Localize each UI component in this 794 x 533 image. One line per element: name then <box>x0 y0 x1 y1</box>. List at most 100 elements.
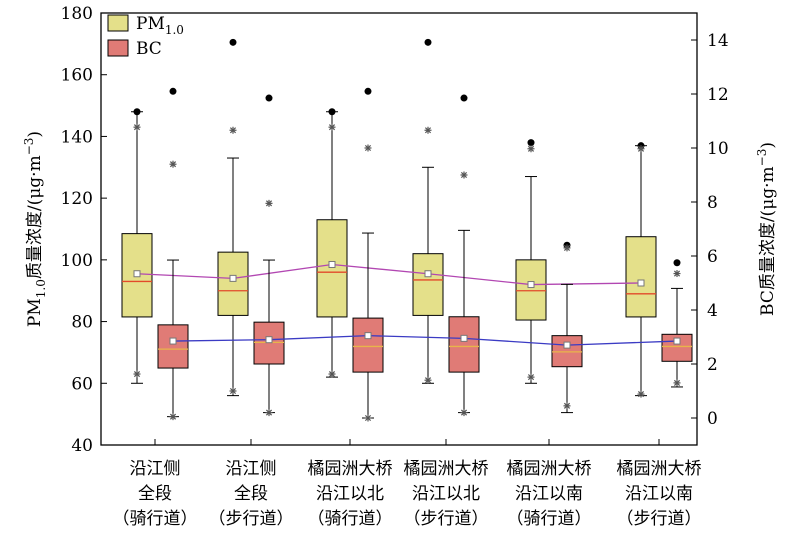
left-tick-label: 40 <box>71 436 93 456</box>
bc-outlier-star <box>265 199 273 207</box>
bc-outlier-star <box>673 270 681 278</box>
right-tick-label: 0 <box>707 409 718 429</box>
legend-swatch-bc <box>107 39 129 57</box>
left-axis-title-close: ) <box>25 131 45 138</box>
left-axis-title-sub: 1.0 <box>34 279 48 298</box>
bc-box-group <box>352 87 384 419</box>
left-axis-title: PM1.0质量浓度/(μg·m−3) <box>22 131 48 327</box>
pm-outlier-star <box>133 370 141 378</box>
category-label-line: （步行道） <box>617 509 702 529</box>
pm-outlier-star <box>527 145 535 153</box>
category-label: 橘园洲大桥沿江以南 （骑行道） <box>507 459 592 529</box>
pm-mean-marker <box>133 270 141 278</box>
category-label: 沿江侧全段 （步行道） <box>209 459 294 529</box>
bc-mean-marker <box>563 341 571 349</box>
bc-mean-line <box>172 334 678 346</box>
bc-box-group <box>551 241 583 414</box>
bc-box <box>352 317 384 373</box>
pm-outlier-star <box>328 370 336 378</box>
pm-outlier-star <box>328 123 336 131</box>
pm-outlier-dot <box>133 108 141 116</box>
legend-label-bc: BC <box>136 39 162 59</box>
category-label: 沿江侧全段 （骑行道） <box>113 459 198 529</box>
left-tick-label: 100 <box>61 251 93 271</box>
pm-box <box>515 259 547 321</box>
pm-box <box>316 219 348 318</box>
bc-outlier-dot <box>169 87 177 95</box>
category-label-line: （步行道） <box>404 509 489 529</box>
pm-box-group <box>121 108 153 384</box>
legend-label-pm: PM1.0 <box>136 14 184 37</box>
bc-outlier-star <box>460 171 468 179</box>
bc-box <box>448 316 480 373</box>
bc-outlier-star <box>169 413 177 421</box>
right-tick-label: 4 <box>707 301 718 321</box>
category-label-line: 橘园洲大桥 <box>404 459 489 479</box>
pm-box-group <box>412 38 444 384</box>
pm-box <box>625 236 657 318</box>
right-axis-title-sup: −3 <box>755 149 769 167</box>
bc-outlier-star <box>563 244 571 252</box>
pm-outlier-dot <box>328 108 336 116</box>
pm-box-group <box>217 38 249 397</box>
pm-outlier-dot <box>229 38 237 46</box>
category-label-line: 沿江侧 <box>130 459 181 479</box>
bc-box-group <box>661 259 693 388</box>
right-tick-label: 2 <box>707 355 718 375</box>
category-label-line: （骑行道） <box>507 509 592 529</box>
right-tick-label: 8 <box>707 193 718 213</box>
right-axis-title-close: ) <box>758 142 778 149</box>
bc-mean-marker <box>673 337 681 345</box>
pm-outlier-star <box>527 373 535 381</box>
bc-outlier-star <box>364 144 372 152</box>
pm-box <box>217 251 249 316</box>
bc-box-group <box>157 87 189 418</box>
bc-outlier-dot <box>673 259 681 267</box>
category-label-line: （骑行道） <box>308 509 393 529</box>
category-label: 橘园洲大桥沿江以南 （步行道） <box>617 459 702 529</box>
pm-outlier-star <box>229 126 237 134</box>
category-label-line: 橘园洲大桥 <box>308 459 393 479</box>
bc-outlier-star <box>364 414 372 422</box>
category-label-line: （骑行道） <box>113 509 198 529</box>
pm-mean-marker <box>229 274 237 282</box>
pm-box <box>412 253 444 316</box>
right-tick-label: 12 <box>707 85 729 105</box>
bc-outlier-dot <box>265 94 273 102</box>
right-tick-label: 14 <box>707 31 729 51</box>
legend-swatch-pm <box>107 14 129 32</box>
right-axis-title-base: BC质量浓度/(μg·m <box>758 166 778 316</box>
left-axis-title-sup: −3 <box>22 138 36 156</box>
pm-outlier-dot <box>424 38 432 46</box>
category-label-line: 沿江以北 <box>412 484 480 504</box>
right-tick-label: 6 <box>707 247 718 267</box>
pm-mean-marker <box>328 260 336 268</box>
category-label-line: 橘园洲大桥 <box>617 459 702 479</box>
category-label-line: 沿江以北 <box>316 484 384 504</box>
legend-label-bc-name: BC <box>136 39 162 59</box>
category-label-line: 全段 <box>138 484 172 504</box>
pm-outlier-star <box>229 387 237 395</box>
category-label-line: 沿江侧 <box>226 459 277 479</box>
category-label-line: 沿江以南 <box>625 484 693 504</box>
bc-mean-marker <box>364 332 372 340</box>
left-tick-label: 180 <box>61 4 93 24</box>
pm-outlier-star <box>424 376 432 384</box>
pm-box-group <box>515 139 547 384</box>
bc-box-group <box>253 94 285 414</box>
bc-mean-marker <box>460 334 468 342</box>
legend-label-pm-sub: 1.0 <box>165 23 184 37</box>
pm-outlier-star <box>424 126 432 134</box>
left-tick-label: 80 <box>71 313 93 333</box>
left-tick-label: 160 <box>61 66 93 86</box>
bc-outlier-star <box>460 409 468 417</box>
bc-mean-marker <box>265 336 273 344</box>
pm-mean-marker <box>527 281 535 289</box>
pm-outlier-star <box>133 123 141 131</box>
bc-box-group <box>448 94 480 414</box>
category-label-line: 沿江以南 <box>515 484 583 504</box>
category-label-line: （步行道） <box>209 509 294 529</box>
category-label: 橘园洲大桥沿江以北 （步行道） <box>404 459 489 529</box>
bc-outlier-star <box>169 160 177 168</box>
